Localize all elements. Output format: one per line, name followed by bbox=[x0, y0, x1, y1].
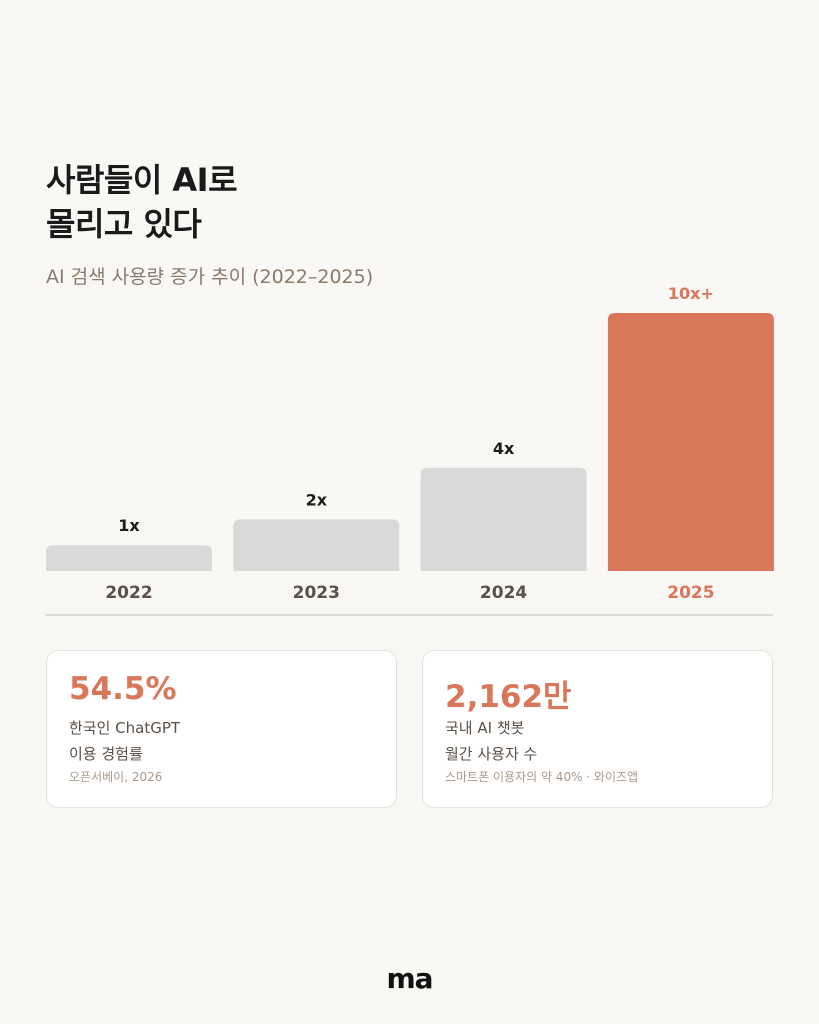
bar-2022 bbox=[46, 545, 212, 571]
x-tick-2022: 2022 bbox=[105, 583, 152, 603]
x-tick-2023: 2023 bbox=[293, 583, 340, 603]
data-label-2022: 1x bbox=[118, 516, 140, 535]
stat-value: 2,162만 bbox=[445, 679, 572, 715]
chart-subtitle: AI 검색 사용량 증가 추이 (2022–2025) bbox=[46, 266, 374, 288]
bar-chart: 1x 2022 2x 2023 4x 2024 10x+ 2025 bbox=[46, 284, 774, 616]
stat-description-line-2: 이용 경험률 bbox=[69, 745, 143, 763]
data-label-2023: 2x bbox=[306, 490, 328, 509]
stat-description-line-1: 한국인 ChatGPT bbox=[69, 719, 181, 737]
stat-description: 국내 AI 챗봇 월간 사용자 수 bbox=[445, 715, 537, 767]
title-line-1: 사람들이 AI로 bbox=[46, 161, 238, 199]
bar-2024 bbox=[420, 467, 587, 571]
stat-value: 54.5% bbox=[69, 671, 177, 707]
stat-card-chatgpt: 54.5% 한국인 ChatGPT 이용 경험률 오픈서베이, 2026 bbox=[46, 650, 397, 808]
bar-2025 bbox=[607, 313, 774, 571]
title-line-2: 몰리고 있다 bbox=[46, 205, 202, 243]
data-label-2025: 10x+ bbox=[668, 284, 714, 303]
stat-description-line-1: 국내 AI 챗봇 bbox=[445, 719, 525, 737]
x-tick-2024: 2024 bbox=[480, 583, 527, 603]
page-title: 사람들이 AI로 몰리고 있다 bbox=[46, 158, 238, 246]
x-tick-2025: 2025 bbox=[667, 583, 714, 603]
brand-logo: ma bbox=[386, 962, 433, 995]
stat-description: 한국인 ChatGPT 이용 경험률 bbox=[69, 715, 180, 767]
stat-description-line-2: 월간 사용자 수 bbox=[445, 745, 538, 763]
stat-source: 스마트폰 이용자의 약 40% · 와이즈앱 bbox=[445, 770, 639, 784]
data-label-2024: 4x bbox=[493, 439, 515, 458]
stat-card-chatbot-users: 2,162만 국내 AI 챗봇 월간 사용자 수 스마트폰 이용자의 약 40%… bbox=[422, 650, 773, 808]
bar-2023 bbox=[233, 519, 400, 571]
stat-source: 오픈서베이, 2026 bbox=[69, 770, 163, 784]
